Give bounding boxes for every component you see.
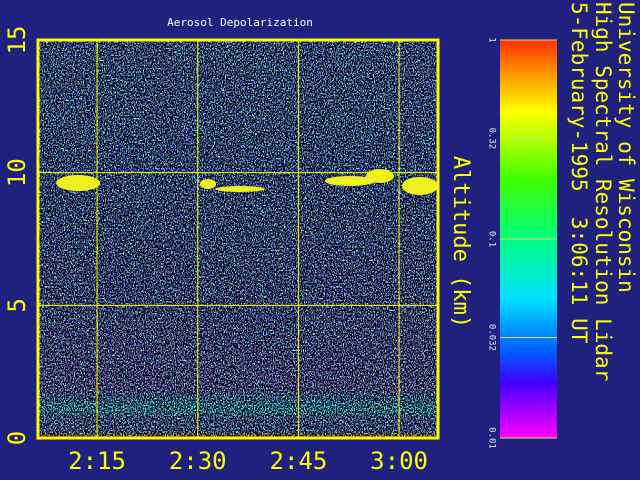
header-line: High Spectral Resolution Lidar <box>591 2 615 381</box>
colorbar-tick-label: 0.32 <box>487 128 497 150</box>
chart-title: Aerosol Depolarization <box>167 16 313 29</box>
y-tick-label: 10 <box>3 158 31 187</box>
colorbar-tick-label: 0.032 <box>487 324 497 351</box>
header-line: 5-February-1995 3:06:11 UT <box>567 2 591 344</box>
field-texture <box>38 40 438 438</box>
y-tick-label: 15 <box>3 26 31 55</box>
colorbar-tick-label: 0.01 <box>487 427 497 449</box>
header-line: University of Wisconsin <box>614 2 638 293</box>
plot-frame <box>36 38 440 440</box>
y-tick-label: 0 <box>3 431 31 445</box>
x-tick-label: 3:00 <box>370 447 428 475</box>
colorbar-tick-label: 1 <box>487 37 497 42</box>
plot-area <box>38 40 438 438</box>
y-tick-label: 5 <box>3 298 31 312</box>
x-tick-label: 2:15 <box>68 447 126 475</box>
x-tick-label: 2:45 <box>270 447 328 475</box>
colorbar-tick-label: 0.1 <box>487 231 497 247</box>
x-tick-label: 2:30 <box>169 447 227 475</box>
y-axis-label: Altitude (km) <box>448 156 473 328</box>
